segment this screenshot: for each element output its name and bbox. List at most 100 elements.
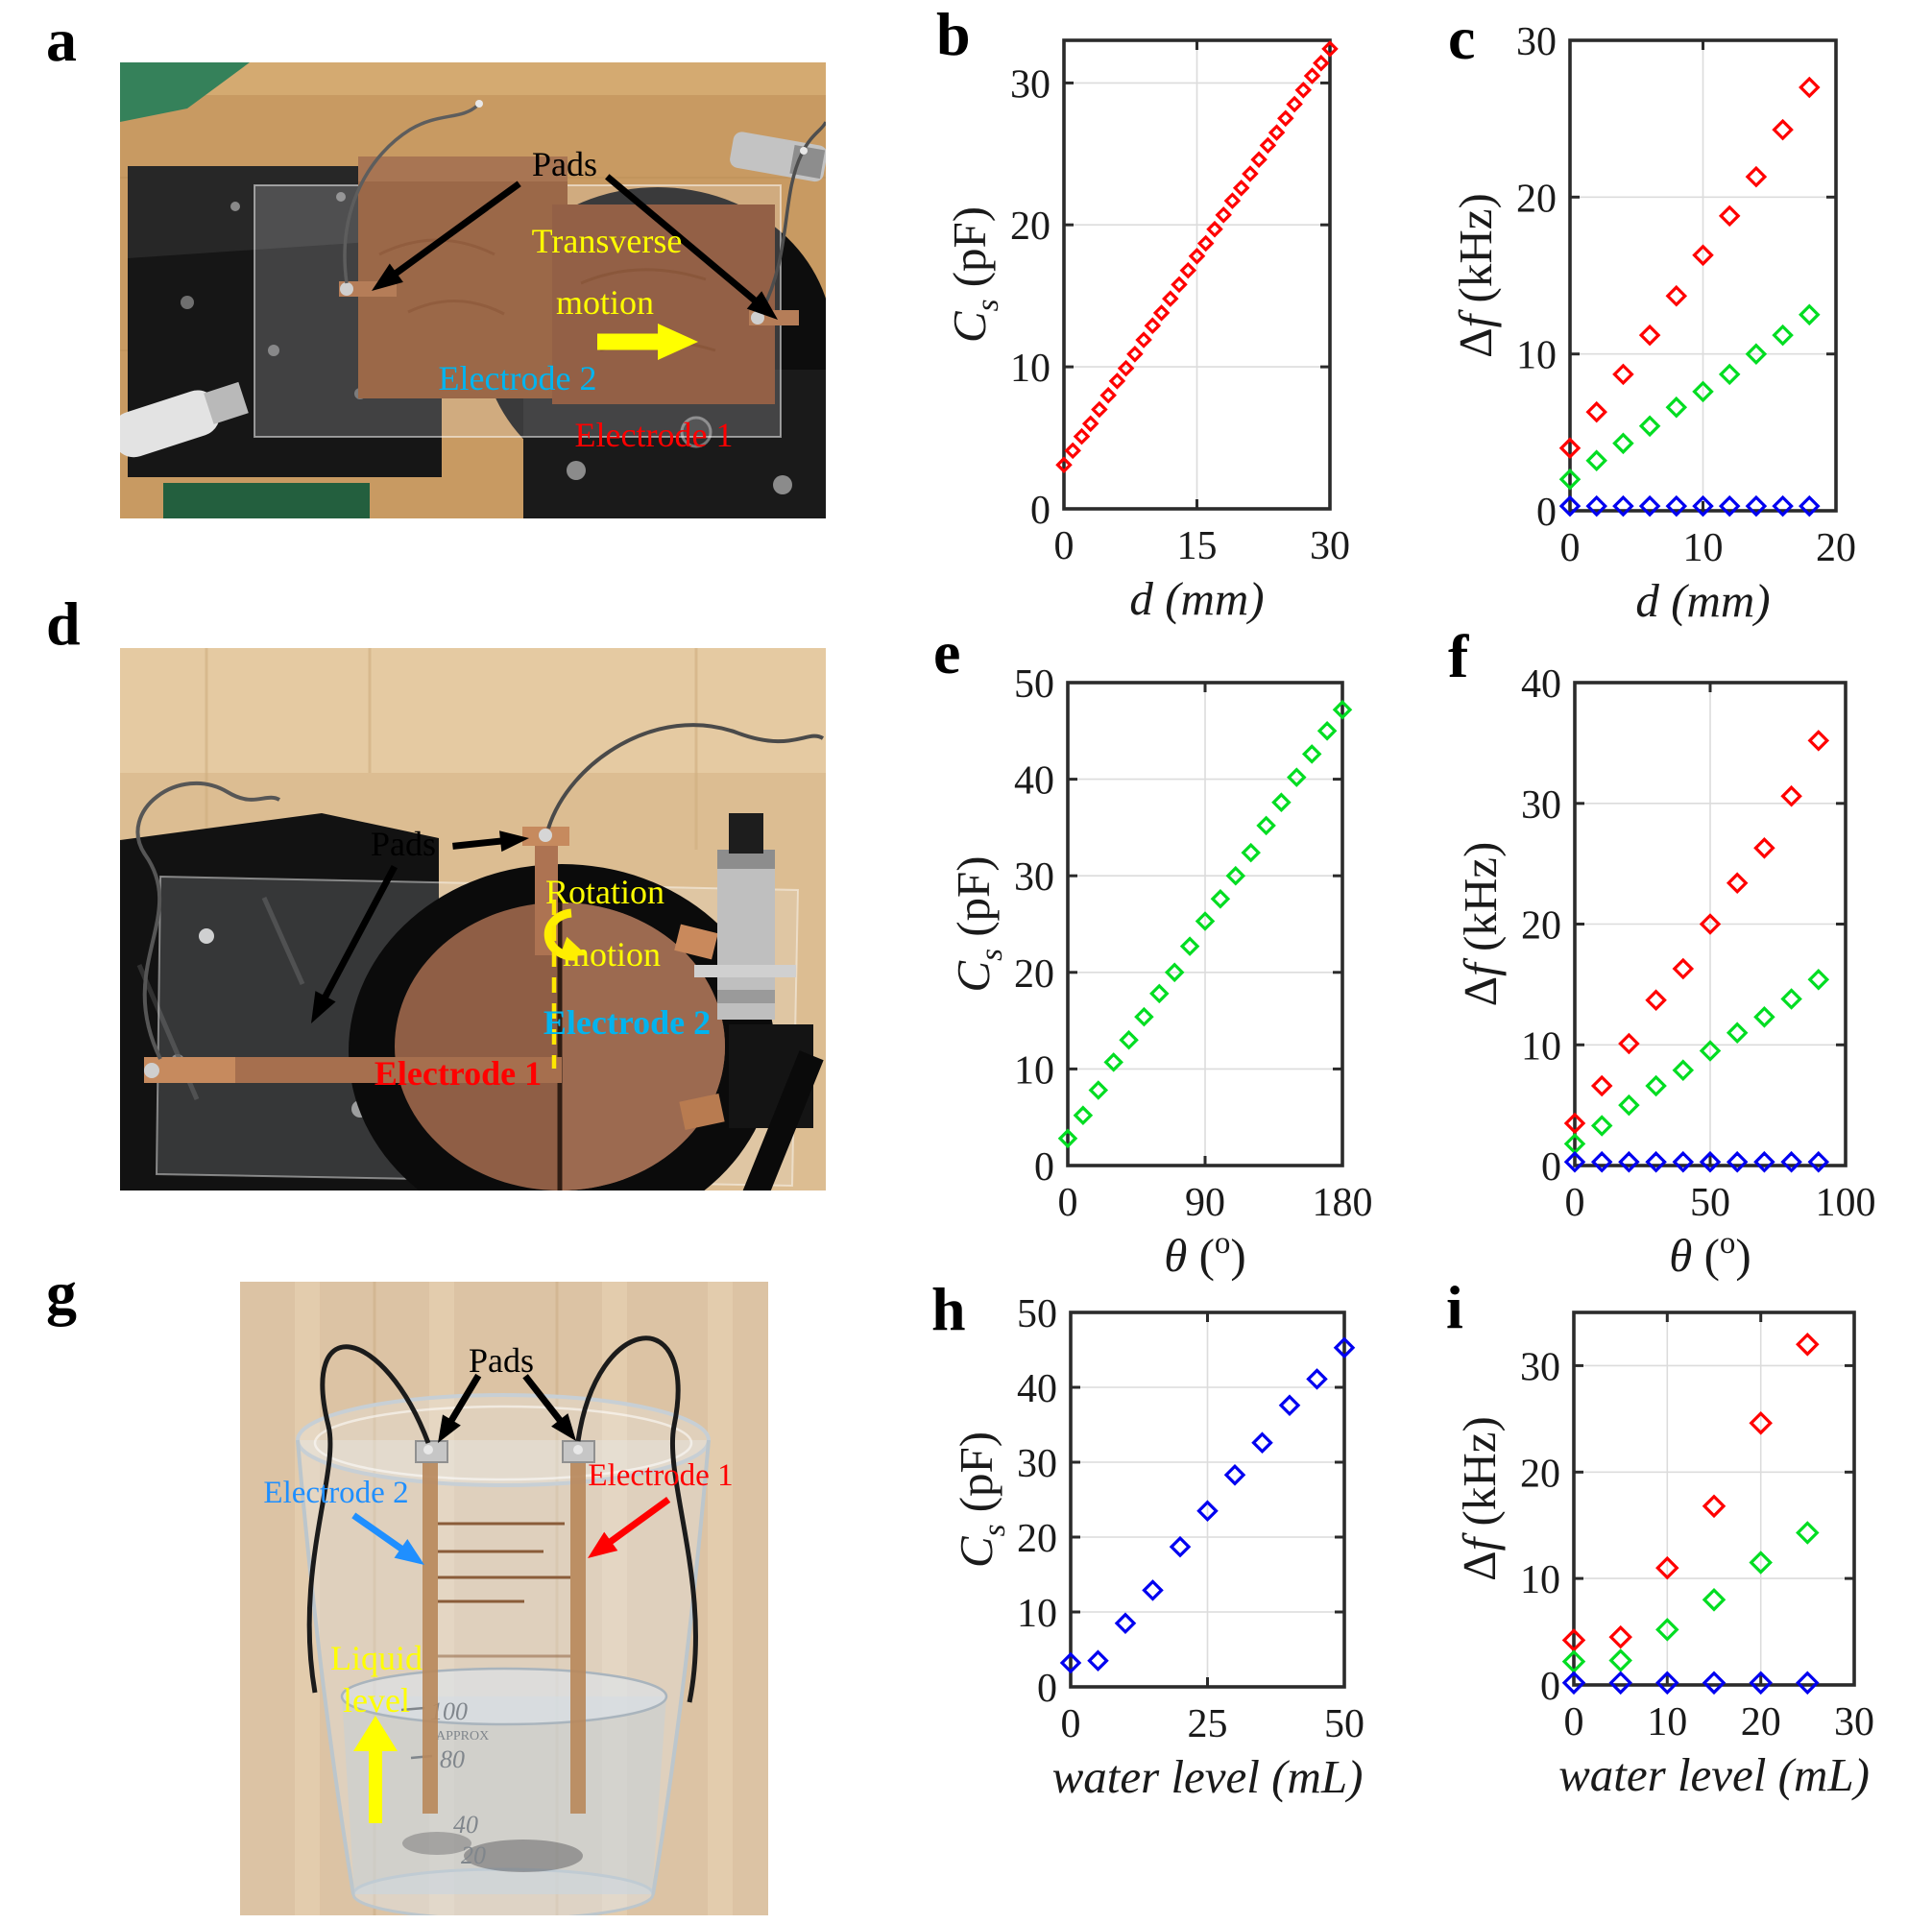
series-Cs-vs-theta — [1057, 699, 1353, 1149]
liquid-level-arrow — [353, 1716, 398, 1823]
svg-text:40: 40 — [1017, 1367, 1057, 1411]
svg-text:25: 25 — [1188, 1702, 1228, 1746]
panel-letter-f: f — [1448, 622, 1469, 690]
pads-label: Pads — [469, 1341, 534, 1380]
wood-grain — [120, 648, 826, 773]
svg-text:40: 40 — [1014, 759, 1054, 804]
svg-text:30: 30 — [1516, 20, 1557, 64]
tick-labels: 0 10 20 30 0 10 20 30 — [1520, 1345, 1874, 1744]
axes-frame — [1572, 1311, 1856, 1687]
tick-marks — [1568, 38, 1838, 513]
svg-text:10: 10 — [1010, 347, 1051, 391]
svg-text:30: 30 — [1014, 855, 1054, 900]
svg-text:20: 20 — [1741, 1700, 1781, 1744]
svg-text:20: 20 — [1521, 904, 1561, 949]
data-series — [1561, 1333, 1820, 1696]
svg-text:50: 50 — [1014, 662, 1054, 707]
electrode2-label: Electrode 2 — [543, 1003, 711, 1042]
rotation-motion-arrow — [543, 900, 587, 1069]
cutting-mat-corner — [120, 62, 250, 122]
svg-text:0: 0 — [1058, 1181, 1078, 1225]
svg-text:0: 0 — [1034, 1145, 1054, 1190]
svg-text:10: 10 — [1683, 526, 1724, 570]
panel-letter-c: c — [1448, 4, 1476, 72]
svg-text:30: 30 — [1017, 1442, 1057, 1486]
x-axis-label: water level (mL) — [1558, 1748, 1870, 1801]
svg-text:0: 0 — [1541, 1145, 1561, 1190]
tick-labels: 0 10 20 0 10 20 30 — [1516, 20, 1856, 570]
svg-text:10: 10 — [1520, 1558, 1560, 1602]
data-series — [1563, 730, 1830, 1173]
svg-text:100: 100 — [1816, 1181, 1876, 1225]
svg-text:0: 0 — [1061, 1702, 1081, 1746]
series-deltaf-blue — [1561, 1671, 1820, 1696]
electrode2-strip — [522, 827, 569, 955]
panel-letter-i: i — [1446, 1273, 1463, 1341]
svg-text:30: 30 — [1310, 524, 1350, 568]
svg-text:20: 20 — [1516, 177, 1557, 221]
chart-panel-e: 0 90 180 0 10 20 30 40 50 θ (o) Cs (pF) — [947, 662, 1373, 1282]
svg-text:20: 20 — [1520, 1452, 1560, 1496]
electrode2-label: Electrode 2 — [439, 359, 597, 397]
data-series — [1059, 1336, 1356, 1674]
svg-text:20: 20 — [1010, 204, 1051, 249]
pads-arrow-left — [372, 180, 521, 291]
pads-arrow-left — [311, 865, 398, 1023]
y-axis-label: Δf (kHz) — [1449, 193, 1502, 358]
data-series — [1057, 699, 1353, 1149]
electrode2-strip — [423, 1456, 438, 1814]
y-axis-label: Δf (kHz) — [1453, 1416, 1506, 1581]
svg-text:0: 0 — [1030, 489, 1051, 533]
x-axis-label: water level (mL) — [1052, 1750, 1364, 1803]
plot-b: 0 15 30 0 10 20 30 d (mm) Cs (pF) — [943, 38, 1350, 625]
wood-grain — [295, 1282, 733, 1915]
electrode1-arrow — [588, 1497, 671, 1558]
panel-letter-e: e — [933, 618, 961, 686]
svg-text:0: 0 — [1054, 524, 1075, 568]
series-deltaf-green — [1558, 303, 1821, 491]
svg-text:20: 20 — [1816, 526, 1856, 570]
svg-text:50: 50 — [1690, 1181, 1730, 1225]
electrode2-plate — [358, 156, 568, 398]
svg-text:15: 15 — [1177, 524, 1218, 568]
svg-text:10: 10 — [1521, 1024, 1561, 1069]
series-deltaf-red — [1563, 730, 1830, 1135]
tick-marks — [1572, 1312, 1856, 1687]
svg-text:30: 30 — [1520, 1345, 1560, 1389]
chart-panel-f: 0 50 100 0 10 20 30 40 θ (o) Δf (kHz) — [1454, 662, 1876, 1282]
svg-text:30: 30 — [1010, 62, 1051, 107]
liquid-level-label-line2: level — [343, 1681, 410, 1720]
liquid-level-label-line1: Liquid — [330, 1639, 423, 1677]
svg-text:0: 0 — [1560, 526, 1581, 570]
series-deltaf-blue — [1558, 494, 1821, 517]
svg-text:0: 0 — [1536, 491, 1557, 535]
tick-marks — [1573, 681, 1847, 1167]
beaker-mark-20: 20 — [461, 1841, 486, 1869]
chart-panel-c: 0 10 20 0 10 20 30 d (mm) Δf (kHz) — [1449, 20, 1856, 627]
pads-arrow-right — [605, 174, 778, 320]
data-series — [1055, 40, 1339, 473]
tick-labels: 0 25 50 0 10 20 30 40 50 — [1017, 1292, 1364, 1746]
x-axis-label: θ (o) — [1669, 1226, 1751, 1282]
chart-panel-h: 0 25 50 0 10 20 30 40 50 water level (mL) Cs (pF) — [950, 1292, 1364, 1803]
svg-text:0: 0 — [1564, 1700, 1584, 1744]
electrode2-label: Electrode 2 — [263, 1476, 408, 1510]
svg-text:20: 20 — [1017, 1517, 1057, 1561]
svg-text:90: 90 — [1185, 1181, 1225, 1225]
electrode1-label: Electrode 1 — [588, 1458, 733, 1493]
x-axis-label: θ (o) — [1164, 1226, 1245, 1282]
panel-letter-a: a — [46, 6, 77, 74]
tick-labels: 0 15 30 0 10 20 30 — [1010, 62, 1350, 568]
electrode-strips — [423, 1456, 586, 1814]
panel-letter-h: h — [931, 1275, 966, 1343]
svg-text:30: 30 — [1521, 783, 1561, 828]
micrometer — [694, 813, 824, 1190]
svg-text:50: 50 — [1324, 1702, 1364, 1746]
svg-text:10: 10 — [1017, 1592, 1057, 1636]
svg-text:10: 10 — [1516, 334, 1557, 378]
x-axis-label: d (mm) — [1635, 574, 1770, 627]
chart-panel-i: 0 10 20 30 0 10 20 30 water level (mL) Δf (kHz) — [1453, 1311, 1874, 1801]
svg-text:0: 0 — [1037, 1667, 1057, 1711]
panel-letter-d: d — [46, 589, 81, 658]
